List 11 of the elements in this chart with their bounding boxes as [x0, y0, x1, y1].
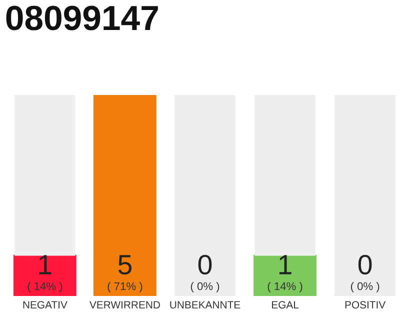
- x-tick-label: UNBEKANNTE: [170, 301, 240, 309]
- data-label: 0 ( 0% ): [350, 254, 380, 292]
- data-label: 1 ( 14% ): [28, 255, 62, 292]
- x-tick-label: VERWIRREND: [90, 301, 160, 308]
- data-label: 5 ( 71% ): [108, 255, 142, 292]
- chart-title: 08099147: [6, 6, 158, 30]
- x-tick-label: EGAL: [272, 301, 299, 309]
- data-label: 1 ( 14% ): [268, 255, 302, 292]
- x-tick-label: NEGATIV: [23, 301, 68, 309]
- data-label: 0 ( 0% ): [190, 254, 220, 292]
- x-tick-label: POSITIV: [345, 301, 386, 309]
